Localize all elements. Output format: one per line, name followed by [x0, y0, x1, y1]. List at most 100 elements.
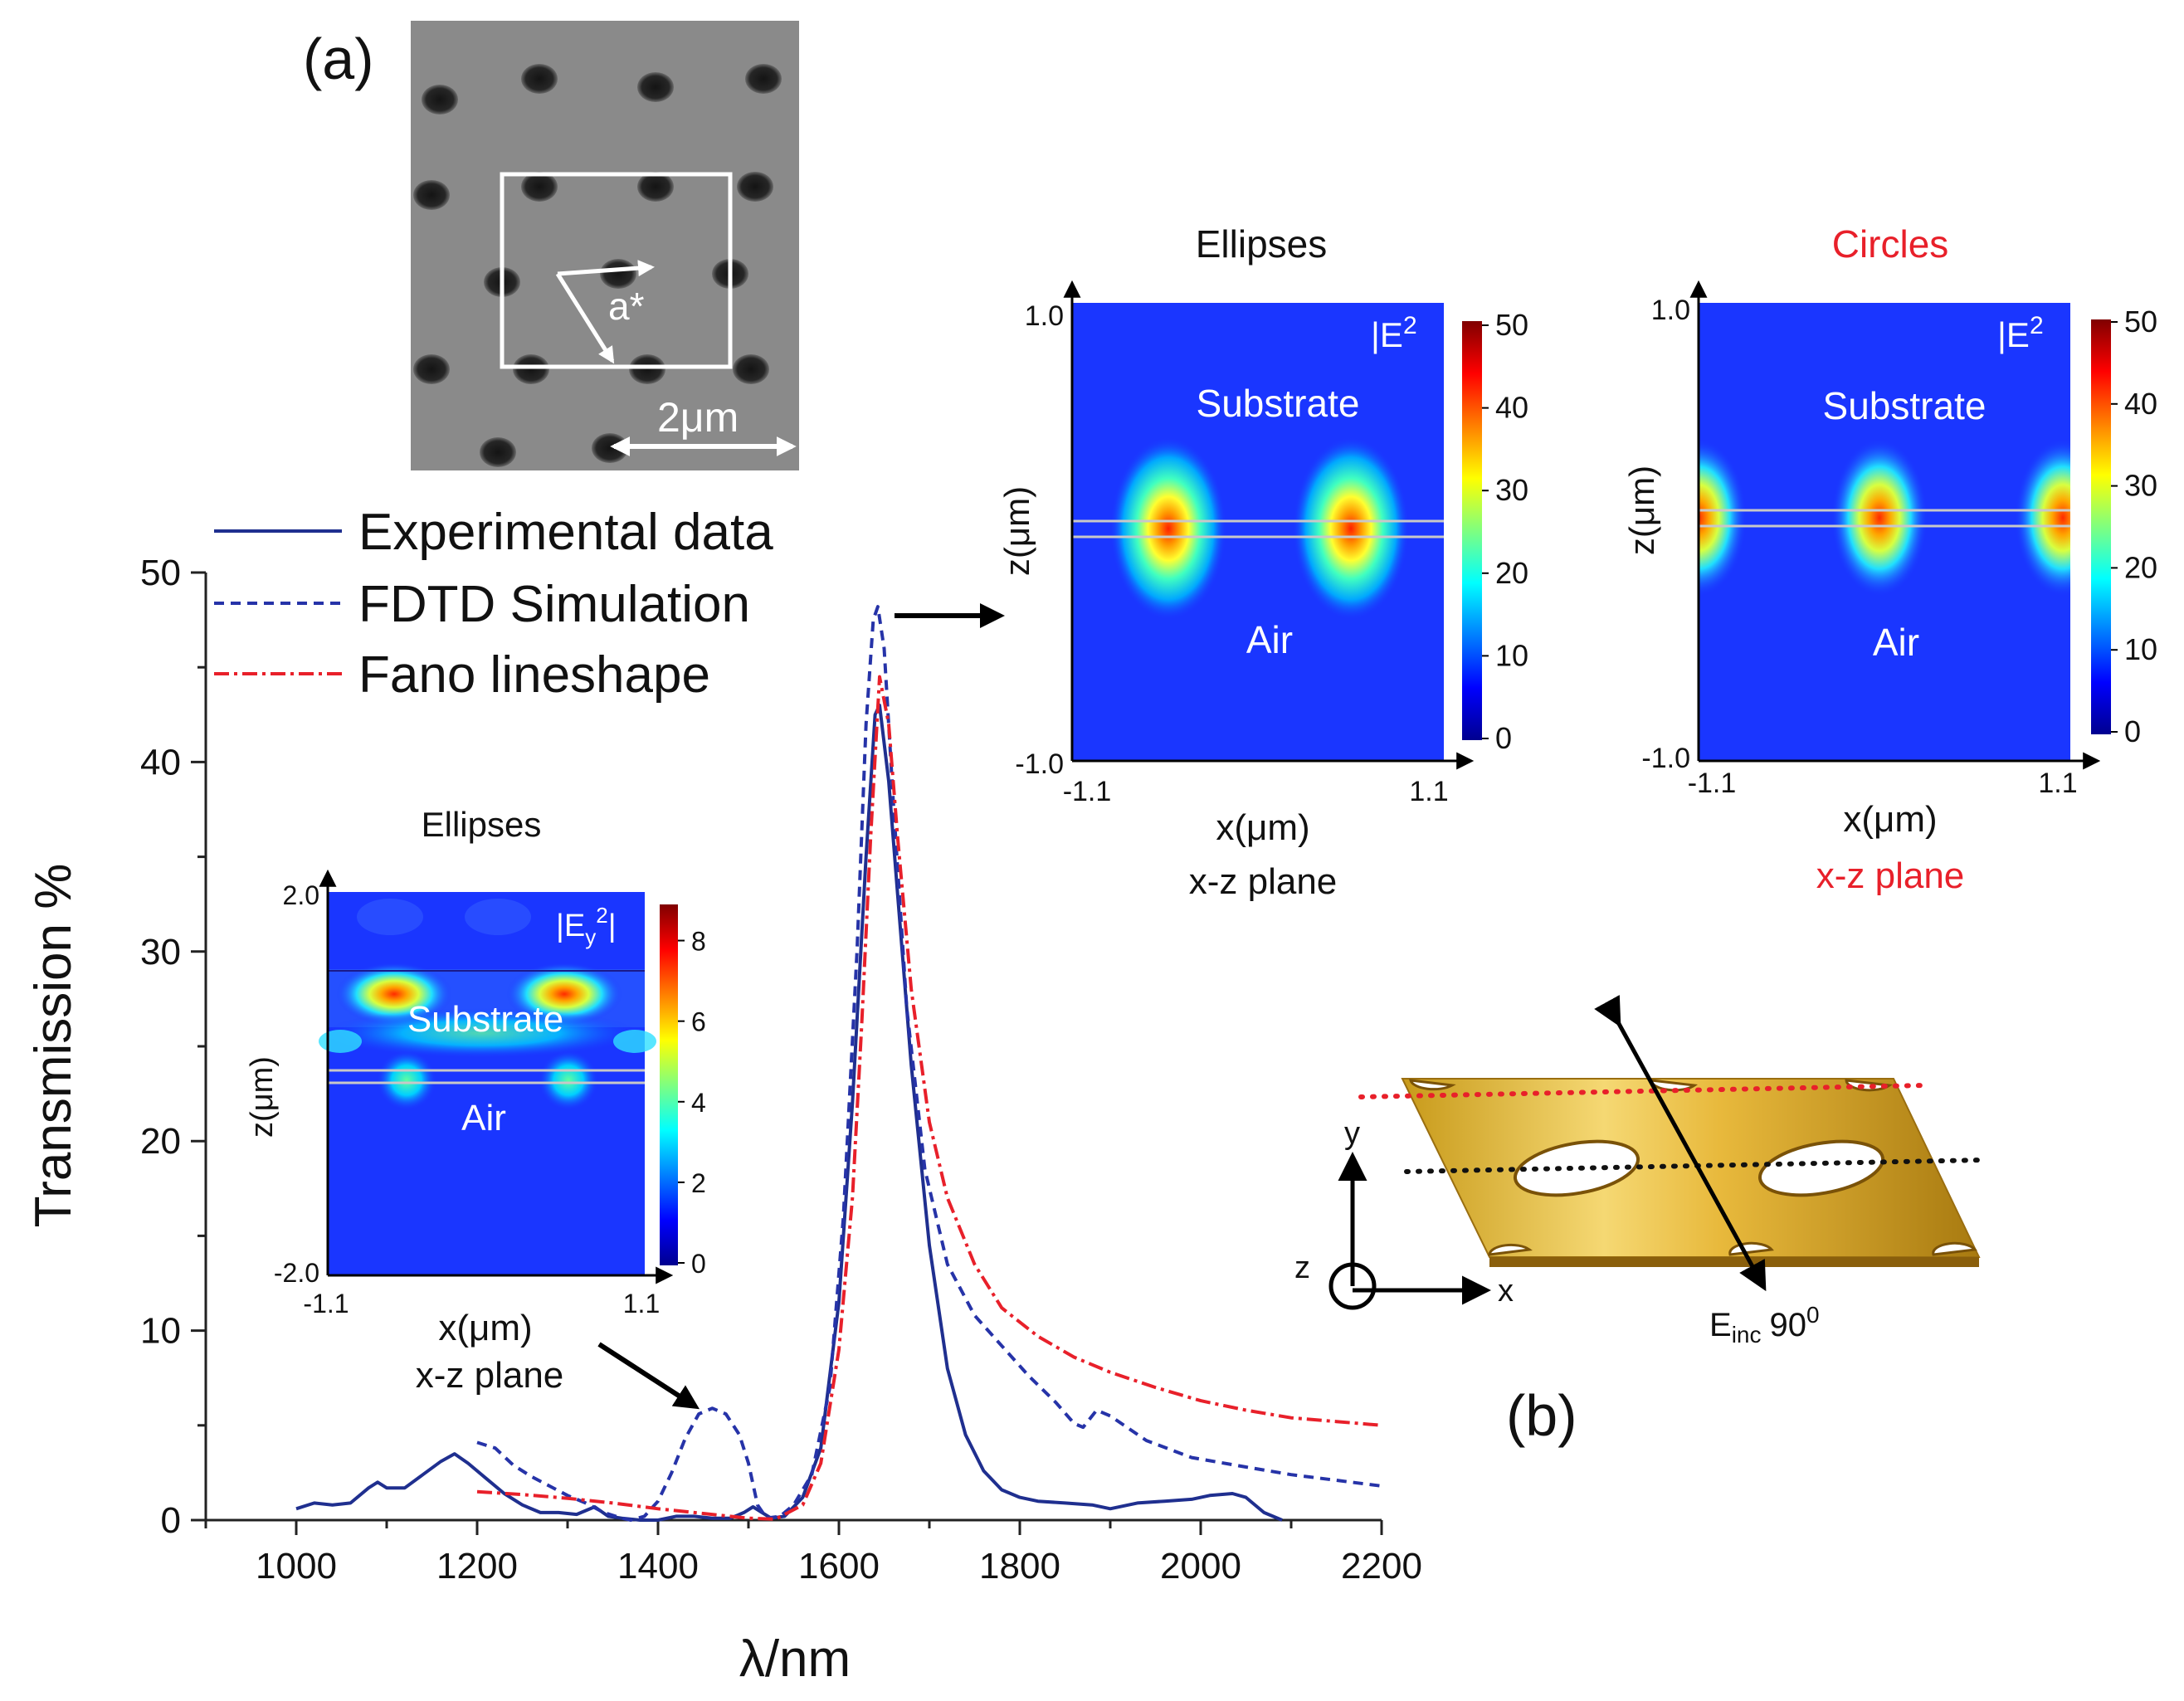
- fieldmap-1-title: Ellipses: [1196, 222, 1328, 266]
- fieldmap-2-xtick-left: -1.1: [1688, 768, 1737, 799]
- legend: Experimental data FDTD Simulation Fano l…: [214, 504, 773, 704]
- colorbar-tick-label: 50: [1495, 308, 1528, 342]
- fieldmap-1-xtick-left: -1.1: [1063, 776, 1112, 807]
- y-ticks: 0 10 20 30 40 50: [140, 553, 206, 1541]
- fieldmap-1-region-substrate: Substrate: [1197, 382, 1360, 425]
- y-tick-label: 0: [161, 1500, 181, 1541]
- arrow-fieldmap-to-secondary-peak: [597, 1342, 700, 1410]
- fieldmap-3-ytick-top: 2.0: [283, 880, 319, 910]
- hotspot: [336, 963, 452, 1026]
- series-line-fdtd-simulation: [476, 605, 1382, 1522]
- fieldmap-3-region-air: Air: [461, 1098, 506, 1138]
- sem-hole: [637, 172, 674, 202]
- x-tick-label: 1400: [617, 1546, 699, 1586]
- schematic-y-label: y: [1344, 1116, 1360, 1151]
- series-line-fano-lineshape: [476, 675, 1382, 1521]
- fieldmap-2-region-substrate: Substrate: [1823, 384, 1987, 427]
- polarization-arrow: [1594, 995, 1767, 1292]
- lattice-label: a*: [608, 285, 645, 328]
- sem-hole: [600, 259, 636, 289]
- transmission-chart: 1000 1200 1400 1600 1800 2000 2 20 0 0 10 20 30 40 50…: [25, 504, 1422, 1688]
- hotspot: [2015, 439, 2070, 597]
- fieldmap-1-colorbar-ticks: 50 40 30 20 10 0: [1482, 308, 1528, 755]
- fieldmap-1-ytick-bottom: -1.0: [1015, 748, 1064, 780]
- fieldmap-3-ylabel: z(μm): [245, 1056, 280, 1138]
- sem-image: a* 2μm: [411, 21, 799, 470]
- fieldmap-2-colorbar-ticks: 50 40 30 20 10 0: [2111, 305, 2157, 748]
- fieldmap-2-xtick-right: 1.1: [2038, 768, 2077, 799]
- y-tick-label: 50: [140, 553, 181, 593]
- y-tick-label: 20: [140, 1121, 181, 1162]
- sem-hole: [413, 354, 450, 384]
- colorbar-tick-label: 2: [691, 1168, 706, 1198]
- fieldmap-3-colorbar: [660, 904, 678, 1265]
- unit-cell-box: [500, 172, 733, 369]
- sem-hole: [733, 354, 769, 384]
- x-tick-label: 2000: [1160, 1546, 1241, 1586]
- sem-hole: [745, 64, 782, 94]
- fieldmap-3-title: Ellipses: [422, 805, 542, 844]
- x-axis-label: λ/nm: [739, 1630, 851, 1688]
- colorbar-tick-label: 30: [1495, 473, 1528, 507]
- lattice-vector-2: [555, 272, 615, 364]
- sem-hole: [737, 172, 773, 202]
- y-tick-label: 30: [140, 932, 181, 972]
- fieldmap-ellipses-E2: Ellipses |E2 Substrate Air 1.0 -1.0 -1.1…: [997, 222, 1528, 902]
- sem-hole: [422, 85, 458, 115]
- fieldmap-3-field: |Ey2|: [556, 903, 617, 949]
- sem-hole: [629, 354, 665, 384]
- series-layer: [295, 605, 1382, 1522]
- fieldmap-3-subtitle: x-z plane: [416, 1355, 564, 1396]
- colorbar-tick-label: 10: [2124, 632, 2157, 666]
- hotspot: [1293, 437, 1409, 620]
- fieldmap-3-xtick-left: -1.1: [303, 1289, 349, 1318]
- einc-label: Einc 900: [1709, 1302, 1820, 1348]
- x-tick-label: 1200: [436, 1546, 518, 1586]
- fieldmap-2-ytick-top: 1.0: [1651, 295, 1690, 326]
- panel-b-label: (b): [1506, 1383, 1577, 1448]
- schematic: y x z Einc 900: [1294, 995, 1986, 1348]
- hotspot: [539, 1050, 598, 1110]
- fieldmap-3-colorbar-ticks: 8 6 4 2 0: [678, 927, 706, 1279]
- schematic-x-label: x: [1498, 1274, 1514, 1309]
- colorbar-tick-label: 4: [691, 1088, 706, 1118]
- fieldmap-3-xlabel: x(μm): [438, 1308, 532, 1348]
- colorbar-tick-label: 20: [1495, 556, 1528, 590]
- x-tick-label: 1600: [798, 1546, 880, 1586]
- fieldmap-1-xlabel: x(μm): [1216, 807, 1309, 848]
- x-tick-label: 1000: [256, 1546, 337, 1586]
- colorbar-tick-label: 50: [2124, 305, 2157, 339]
- fieldmap-2-subtitle: x-z plane: [1816, 855, 1965, 896]
- legend-label-fdtd: FDTD Simulation: [358, 576, 750, 633]
- panel-a-label: (a): [303, 27, 374, 91]
- fieldmap-2-title: Circles: [1832, 222, 1949, 266]
- y-tick-label: 40: [140, 742, 181, 782]
- colorbar-tick-label: 40: [1495, 391, 1528, 425]
- fieldmap-3-xtick-right: 1.1: [623, 1289, 660, 1318]
- fieldmap-1-subtitle: x-z plane: [1189, 861, 1338, 902]
- colorbar-tick-label: 10: [1495, 638, 1528, 672]
- x-ticks: 1000 1200 1400 1600 1800 2000 2200: [204, 1520, 1422, 1586]
- fieldmap-2-field: |E2: [1997, 312, 2044, 354]
- fieldmap-2-colorbar: [2091, 319, 2111, 734]
- legend-label-fano: Fano lineshape: [358, 646, 710, 704]
- fieldmap-2-region-air: Air: [1873, 621, 1919, 664]
- x-tick-label: 1800: [979, 1546, 1060, 1586]
- colorbar-tick-label: 0: [1495, 721, 1512, 755]
- sem-hole: [480, 437, 516, 467]
- sem-hole: [637, 72, 674, 102]
- fieldmap-3-ytick-bottom: -2.0: [274, 1258, 319, 1288]
- scale-bar-label: 2μm: [657, 394, 739, 441]
- colorbar-tick-label: 20: [2124, 550, 2157, 584]
- sem-hole: [521, 172, 558, 202]
- fieldmap-1-ylabel: z(μm): [997, 486, 1036, 576]
- series-line-experimental-data: [295, 703, 1283, 1522]
- fieldmap-2-xlabel: x(μm): [1843, 799, 1937, 840]
- colorbar-tick-label: 6: [691, 1007, 706, 1037]
- colorbar-tick-label: 0: [691, 1249, 706, 1279]
- hotspot: [377, 1050, 436, 1110]
- y-tick-label: 10: [140, 1311, 181, 1352]
- sem-hole: [413, 180, 450, 210]
- fieldmap-circles-E2: Circles |E2 Substrate Air 1.0 -1.0 -1.1 …: [1622, 222, 2157, 896]
